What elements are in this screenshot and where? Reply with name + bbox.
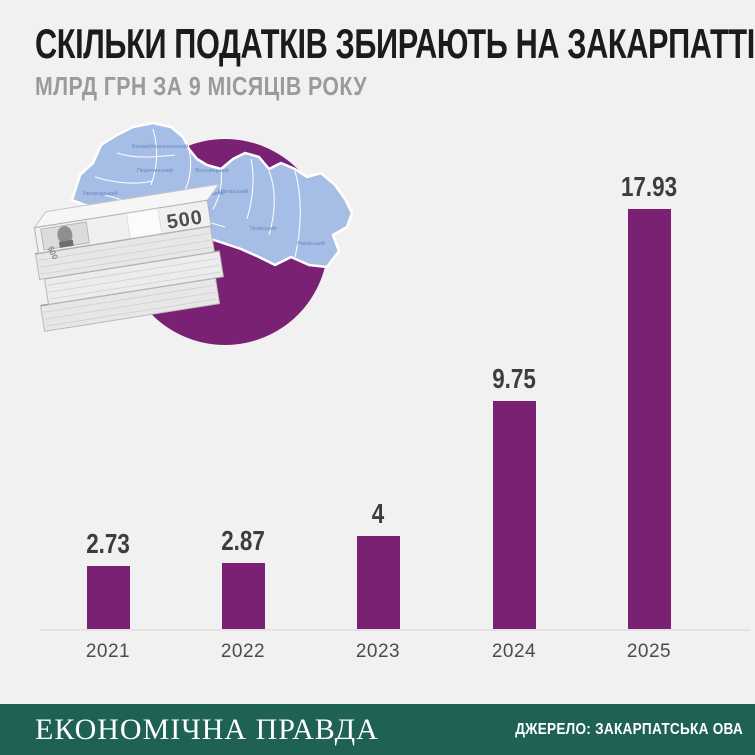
bar-value-label-2023: 4 [371, 498, 385, 529]
bar-value-label-2022: 2.87 [221, 525, 265, 556]
x-axis-label-2022: 2022 [220, 641, 266, 662]
bar-2025 [627, 209, 671, 630]
page-title: СКІЛЬКИ ПОДАТКІВ ЗБИРАЮТЬ НА ЗАКАРПАТТІ [35, 20, 755, 67]
page-subtitle: МЛРД ГРН ЗА 9 МІСЯЦІВ РОКУ [35, 71, 368, 101]
district-label: Перечинський [137, 167, 173, 174]
x-axis-line [40, 629, 750, 631]
portrait-head [57, 226, 73, 244]
x-axis-label-2025: 2025 [626, 641, 672, 662]
bar-value-label-2024: 9.75 [492, 363, 536, 394]
bar-2022 [221, 563, 265, 630]
district-label: Ужгородський [82, 190, 117, 197]
district-label: Рахівський [297, 240, 325, 247]
banknote-500: 500 500 [33, 183, 220, 261]
district-label: Міжгірський [218, 188, 248, 195]
brand-logo: ЕКОНОМІЧНА ПРАВДА [35, 712, 379, 746]
bar-2024 [492, 401, 536, 630]
x-axis-label-2021: 2021 [85, 641, 131, 662]
bar-value-label-2021: 2.73 [86, 528, 130, 559]
source-credit: ДЖЕРЕЛО: ЗАКАРПАТСЬКА ОВА [515, 720, 743, 738]
bar-value-label-2025: 17.93 [620, 171, 678, 202]
district-label: Воловецький [195, 167, 228, 174]
banknote-band [125, 208, 163, 239]
bar-2023 [356, 536, 400, 630]
x-axis-label-2024: 2024 [491, 641, 537, 662]
district-label: Великоберезнянський [132, 143, 188, 150]
money-stack: 500 500 [33, 183, 224, 332]
footer-bar: ЕКОНОМІЧНА ПРАВДА ДЖЕРЕЛО: ЗАКАРПАТСЬКА … [0, 704, 755, 755]
bar-2021 [86, 566, 130, 630]
district-label: Тячівський [249, 225, 276, 232]
x-axis-label-2023: 2023 [355, 641, 401, 662]
illustration-zakarpattia-money: Великоберезнянський Перечинський Ужгород… [33, 121, 354, 345]
